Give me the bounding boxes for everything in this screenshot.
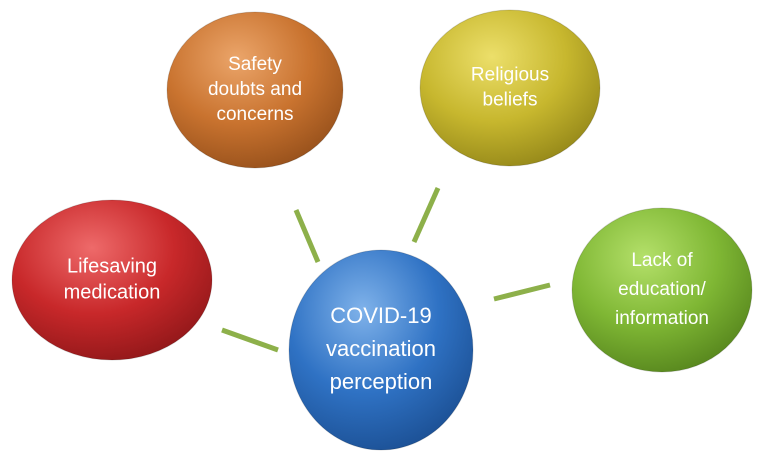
node-circle: [571, 207, 753, 373]
nodes: COVID-19 vaccination perception Safety doubt…: [11, 9, 753, 451]
node: Religious beliefs: [419, 9, 601, 167]
node-label: education/: [618, 279, 706, 300]
connector: [493, 282, 551, 302]
node: Lifesaving medication: [11, 199, 213, 361]
node-circle: [11, 199, 213, 361]
node-label: Lack of: [631, 250, 693, 271]
node-label: Lifesaving: [67, 255, 157, 277]
node-label: concerns: [216, 104, 293, 125]
node: Lack of education/information: [571, 207, 753, 373]
node: Safety doubts and concerns: [166, 11, 344, 169]
connector: [293, 209, 321, 263]
connector: [411, 186, 441, 244]
node-label: information: [615, 308, 709, 329]
node-label: beliefs: [483, 90, 538, 111]
node-label: COVID-19: [330, 303, 431, 328]
node-label: doubts and: [208, 79, 302, 100]
node-label: medication: [64, 281, 161, 303]
node-circle: [419, 9, 601, 167]
node-label: Safety: [228, 54, 282, 75]
node-circle: [166, 11, 344, 169]
node-label: vaccination: [326, 336, 436, 361]
node-circle: [288, 249, 474, 451]
node-label: perception: [330, 369, 433, 394]
connectors: [221, 186, 551, 353]
node: COVID-19 vaccination perception: [288, 249, 474, 451]
connector: [221, 327, 279, 353]
node-label: Religious: [471, 65, 549, 86]
